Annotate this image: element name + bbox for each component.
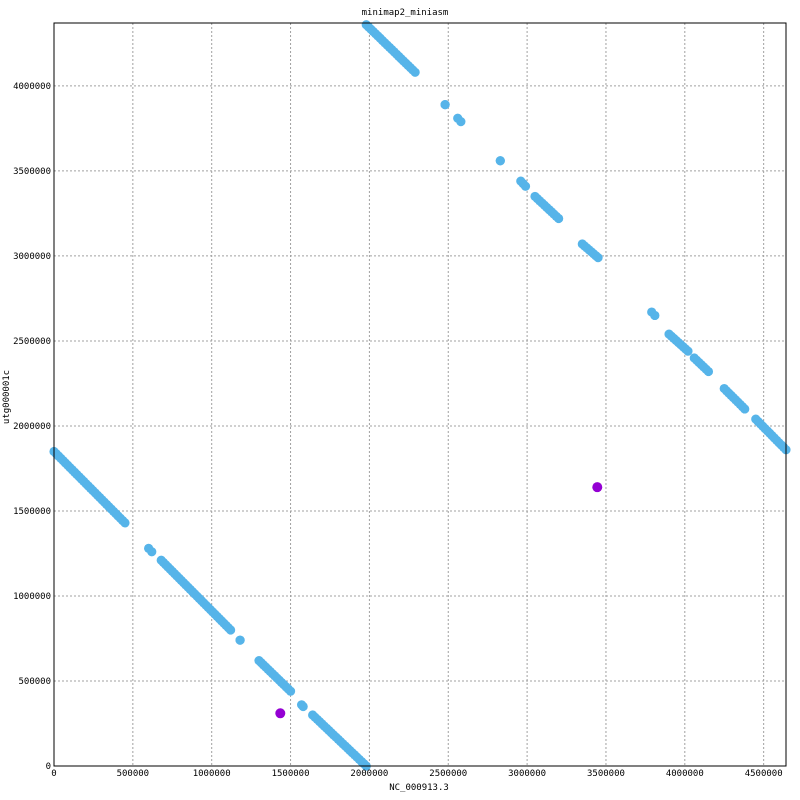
x-tick-label: 3000000 [508,769,546,779]
outlier-point [275,708,286,719]
x-axis-title: NC_000913.3 [389,783,449,793]
plot-frame [53,22,787,767]
alignment-point [683,346,693,356]
y-tick-label: 1000000 [13,592,51,602]
y-axis-title: utg000001c [2,370,12,424]
alignment-point [650,310,660,321]
x-tick-label: 3500000 [587,769,625,779]
x-tick-label: 1500000 [272,769,310,779]
alignment-point [226,625,236,635]
alignment-point [235,635,245,645]
alignment-point [120,518,130,528]
alignment-point [285,686,296,696]
alignment-point [520,181,531,191]
alignment-point [740,404,750,414]
alignment-point [298,701,308,712]
outlier-point [592,482,603,493]
alignment-point [147,547,157,557]
alignment-point [410,67,420,77]
y-tick-label: 3500000 [13,167,51,177]
y-tick-label: 500000 [18,677,51,687]
alignment-point [593,253,603,263]
x-tick-label: 0 [51,769,56,779]
x-tick-label: 2500000 [429,769,467,779]
x-tick-label: 4000000 [666,769,704,779]
alignment-point [456,117,466,127]
y-tick-label: 4000000 [13,82,51,92]
y-tick-label: 1500000 [13,507,51,517]
x-tick-label: 500000 [117,769,150,779]
data-points [49,20,791,771]
grid-lines [54,23,786,766]
alignment-point [440,100,450,110]
y-tick-label: 3000000 [13,252,51,262]
alignment-point [554,213,564,224]
chart-title: minimap2_miniasm [362,8,449,18]
x-tick-label: 4500000 [745,769,783,779]
y-tick-label: 2000000 [13,422,51,432]
alignment-point [703,366,714,377]
x-tick-label: 1000000 [193,769,231,779]
y-tick-label: 2500000 [13,337,51,347]
y-tick-label: 0 [46,762,51,772]
alignment-point [495,156,505,166]
x-tick-label: 2000000 [350,769,388,779]
y-tick-labels: 0 500000 1000000 1500000 2000000 2500000 30000… [13,82,51,772]
x-tick-labels: 0 500000 1000000 1500000 2000000 2500000 30000… [51,769,782,779]
